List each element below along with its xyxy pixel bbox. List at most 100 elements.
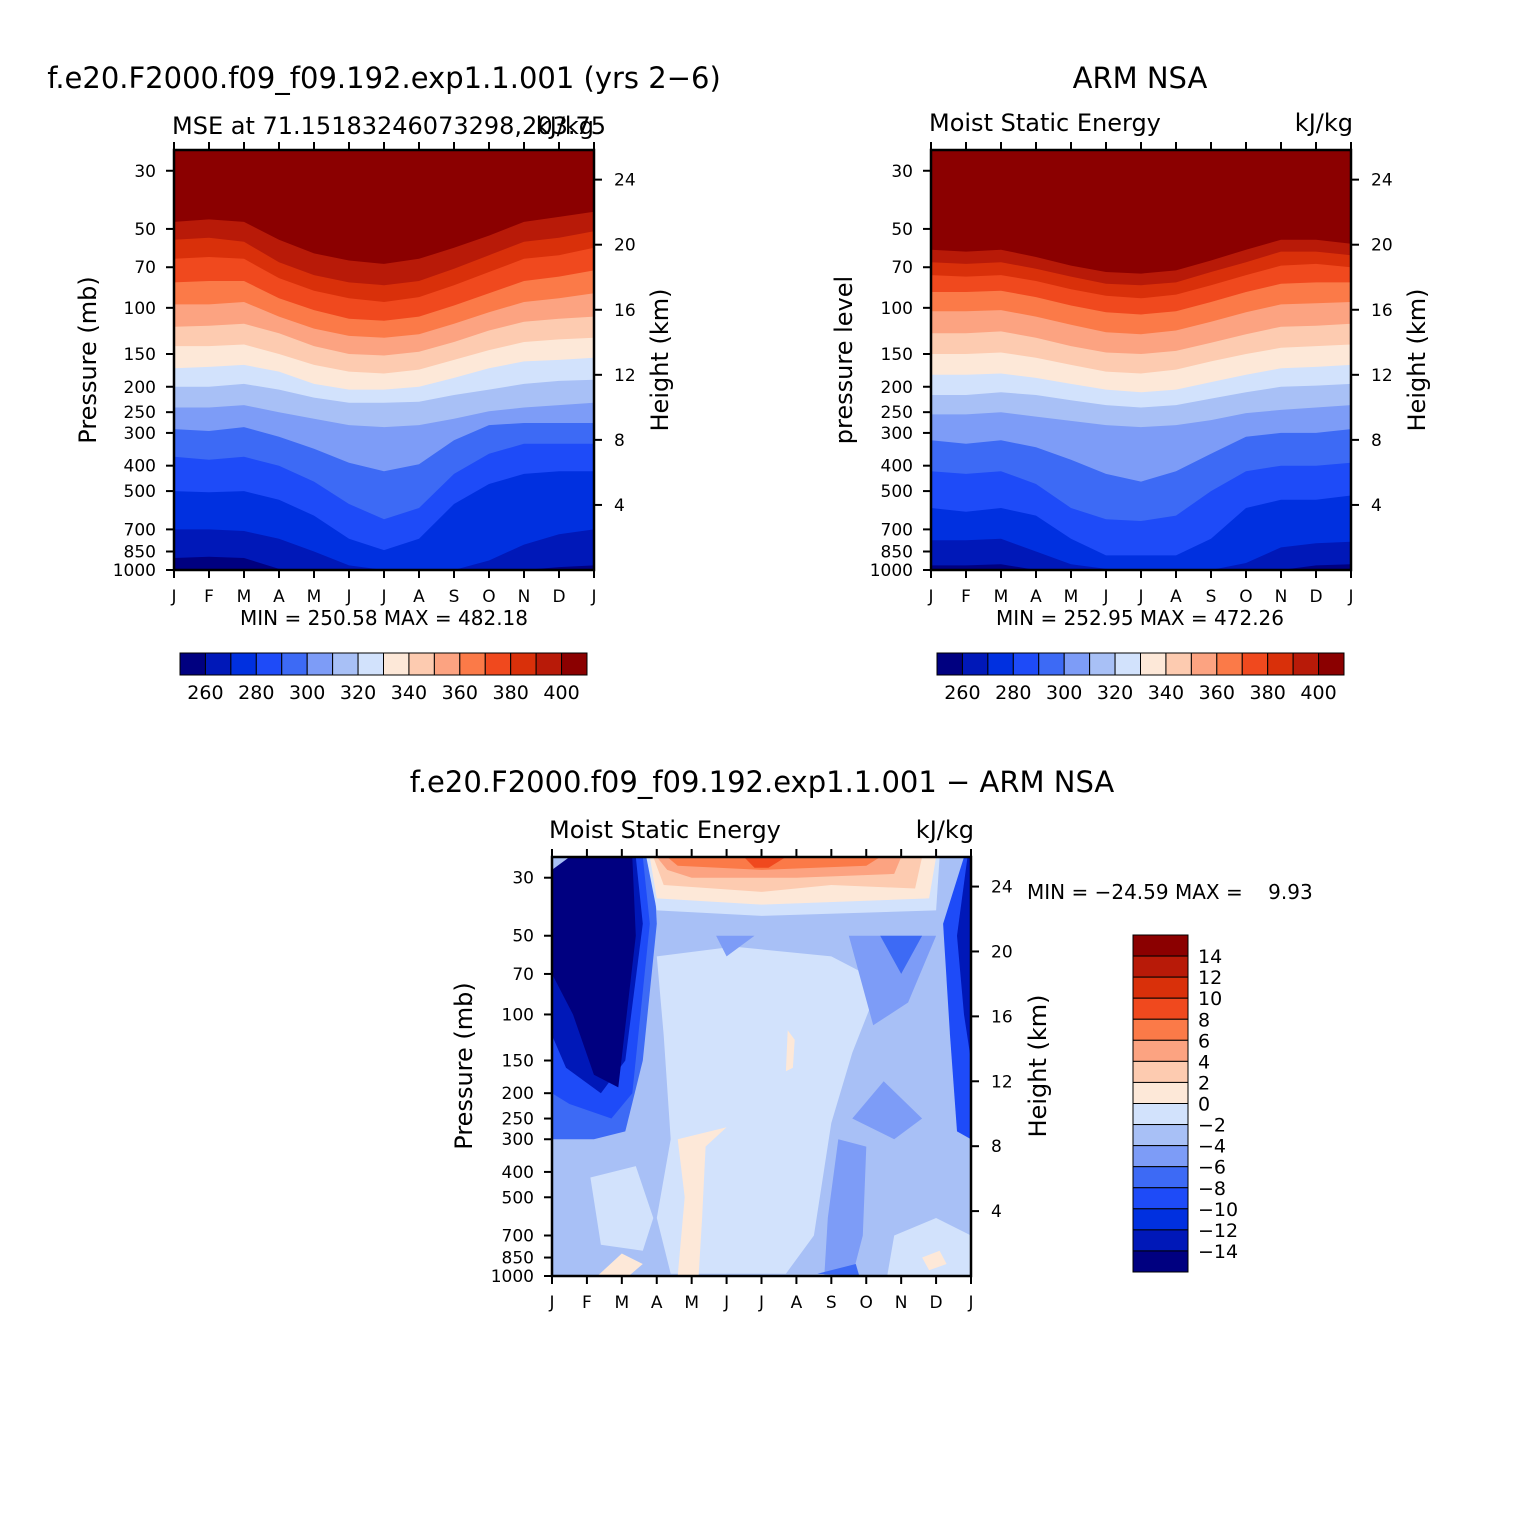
colorbar-label: 400 [1300, 682, 1336, 704]
y-tick-label: 300 [881, 424, 913, 444]
colorbar-box [1190, 652, 1218, 676]
y-tick-right-label: 8 [1371, 431, 1382, 451]
x-tick-label: A [651, 1293, 663, 1313]
colorbar-box [230, 652, 257, 676]
contour-field [931, 150, 1351, 570]
panel-diff-ylabel: Pressure (mb) [450, 982, 478, 1149]
y-tick-label: 200 [502, 1084, 534, 1104]
y-tick-label: 500 [502, 1188, 534, 1208]
colorbar-box [306, 652, 334, 676]
diff-region-cream-1 [677, 1127, 727, 1276]
diff-region-midblue-3 [852, 1081, 923, 1140]
x-tick-label: M [307, 587, 322, 607]
colorbar-box [1292, 652, 1320, 676]
colorbar-label: 300 [1046, 682, 1082, 704]
y-tick-label: 70 [512, 965, 534, 985]
colorbar-box [1089, 652, 1116, 676]
colorbar-label: 300 [289, 682, 325, 704]
colorbar-box [510, 652, 537, 676]
diff-region-blue-7 [957, 857, 971, 1061]
colorbar-label: 8 [1198, 1009, 1210, 1031]
x-tick-label: D [552, 587, 565, 607]
y-tick-label: 1000 [870, 561, 913, 581]
colorbar-box [1140, 652, 1167, 676]
x-tick-label: J [590, 587, 596, 607]
colorbar-box [1012, 652, 1040, 676]
panel-diff-left-string: Moist Static Energy [549, 816, 781, 844]
x-tick-label: F [961, 587, 971, 607]
y-tick-label: 200 [124, 378, 156, 398]
diff-region-blue-1 [817, 1264, 860, 1276]
colorbar-label: 340 [1148, 682, 1184, 704]
colorbar-label: 14 [1198, 946, 1222, 968]
panel-obs-ylabel-right: Height (km) [1403, 289, 1431, 432]
y-tick-label: 70 [134, 258, 156, 278]
x-tick-label: M [614, 1293, 629, 1313]
x-tick-label: S [449, 587, 460, 607]
colorbar-box [281, 652, 308, 676]
y-tick-label: 30 [512, 869, 534, 889]
colorbar-label: 400 [543, 682, 579, 704]
y-tick-right-label: 20 [614, 236, 636, 256]
colorbar-label: 260 [187, 682, 223, 704]
colorbar-label: 380 [1250, 682, 1286, 704]
y-tick-label: 700 [124, 520, 156, 540]
y-tick-label: 50 [512, 927, 534, 947]
y-tick-right-label: 4 [991, 1202, 1002, 1222]
colorbar-box [1132, 1060, 1189, 1083]
diff-region-navy [552, 857, 636, 1088]
y-tick-right-label: 8 [991, 1137, 1002, 1157]
panel-model-title: f.e20.F2000.f09_f09.192.exp1.1.001 (yrs … [47, 61, 721, 95]
colorbar-box [1132, 934, 1189, 957]
colorbar-box [1132, 1250, 1189, 1273]
x-tick-label: M [237, 587, 252, 607]
diff-region-midblue-1 [824, 1139, 867, 1276]
y-tick-label: 1000 [491, 1267, 534, 1287]
y-tick-label: 100 [124, 299, 156, 319]
x-tick-label: J [1137, 587, 1143, 607]
contour-field [174, 150, 594, 570]
panel-diff-minmax: MIN = −24.59 MAX = 9.93 [1027, 880, 1313, 904]
x-tick-label: J [723, 1293, 729, 1313]
colorbar-box [535, 652, 563, 676]
colorbar-label: −10 [1198, 1199, 1238, 1221]
panel-model-units: kJ/kg [536, 112, 594, 140]
y-tick-label: 400 [502, 1163, 534, 1183]
x-tick-label: F [204, 587, 214, 607]
y-tick-right-label: 24 [1371, 171, 1393, 191]
diff-region-blue-2 [880, 935, 923, 974]
diff-region-lightblue-2 [590, 1166, 654, 1251]
y-tick-label: 70 [891, 258, 913, 278]
colorbar-box [179, 652, 206, 676]
x-tick-label: S [826, 1293, 837, 1313]
y-tick-right-label: 16 [614, 301, 636, 321]
contour-band-14 [174, 150, 594, 264]
colorbar-label: 320 [1097, 682, 1133, 704]
y-tick-label: 150 [502, 1052, 534, 1072]
panel-diff-ylabel-right: Height (km) [1024, 995, 1052, 1138]
colorbar-box [1132, 997, 1189, 1020]
colorbar-label: 380 [493, 682, 529, 704]
y-tick-label: 700 [881, 520, 913, 540]
panel-model: f.e20.F2000.f09_f09.192.exp1.1.001 (yrs … [47, 61, 721, 704]
contour-band-14 [931, 150, 1351, 274]
colorbar-box [1132, 1208, 1189, 1231]
colorbar-label: −12 [1198, 1220, 1238, 1242]
panel-model-ylabel-right: Height (km) [646, 289, 674, 432]
panel-model-minmax: MIN = 250.58 MAX = 482.18 [240, 606, 528, 630]
y-tick-label: 50 [891, 220, 913, 240]
colorbar-label: −14 [1198, 1241, 1238, 1263]
x-tick-label: D [1309, 587, 1322, 607]
contour-field [552, 857, 971, 1276]
y-tick-label: 250 [881, 403, 913, 423]
colorbar-box [332, 652, 359, 676]
y-tick-label: 300 [124, 424, 156, 444]
y-tick-label: 150 [124, 345, 156, 365]
panel-obs-ylabel: pressure level [830, 276, 858, 444]
colorbar-box [1241, 652, 1269, 676]
colorbar-box [1132, 1018, 1189, 1041]
